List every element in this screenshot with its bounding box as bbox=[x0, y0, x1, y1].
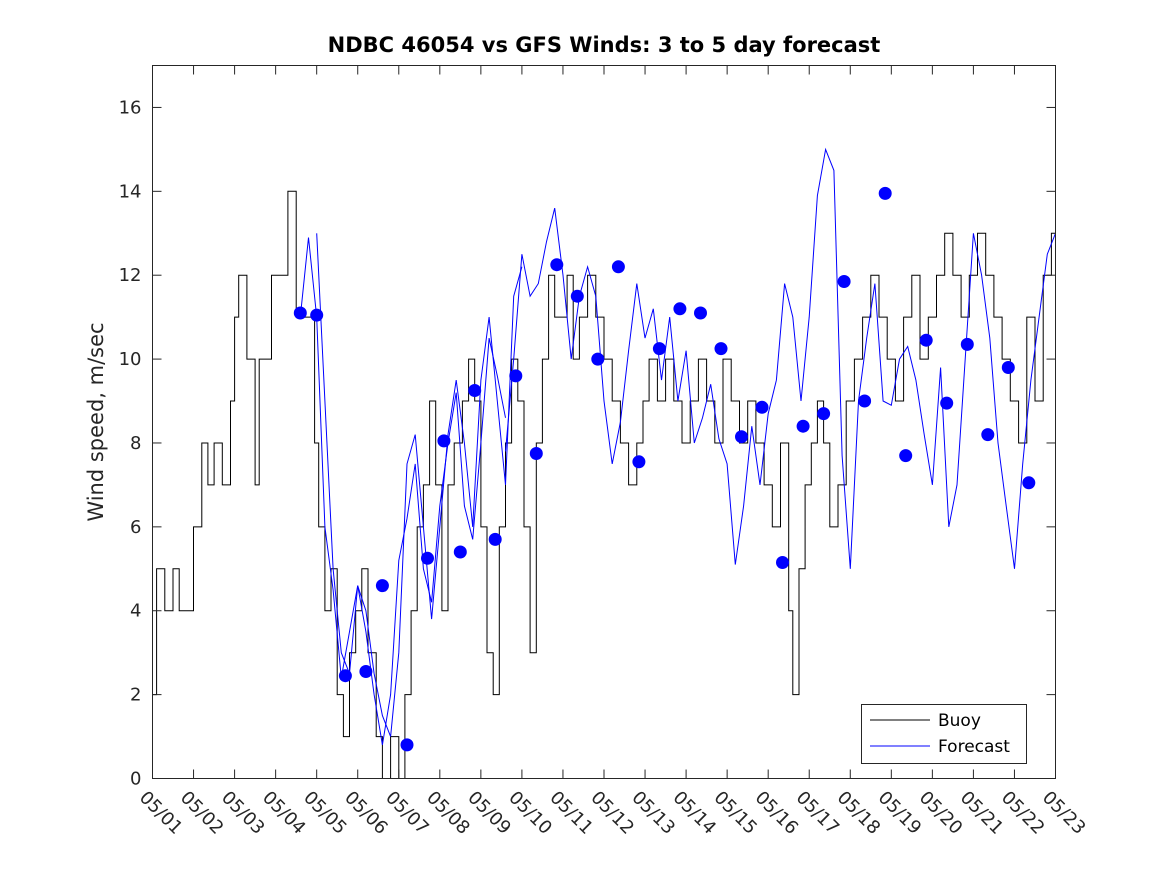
forecast-marker bbox=[550, 258, 564, 272]
forecast-marker bbox=[437, 434, 451, 448]
legend-buoy-label: Buoy bbox=[938, 711, 981, 731]
forecast-marker bbox=[673, 302, 687, 316]
buoy-series-line bbox=[152, 190, 1056, 779]
forecast-marker bbox=[570, 289, 584, 303]
forecast-marker bbox=[400, 738, 414, 752]
forecast-marker bbox=[735, 430, 748, 444]
forecast-marker bbox=[960, 337, 974, 351]
forecast-marker bbox=[694, 306, 707, 320]
y-tick-label: 2 bbox=[130, 685, 141, 706]
forecast-marker bbox=[1022, 476, 1036, 490]
y-tick-label: 0 bbox=[130, 769, 141, 790]
forecast-marker bbox=[652, 342, 666, 356]
forecast-marker bbox=[488, 532, 502, 546]
forecast-run-line-3 bbox=[505, 207, 712, 464]
y-tick-label: 12 bbox=[119, 265, 142, 286]
forecast-marker bbox=[714, 342, 728, 356]
y-tick-label: 4 bbox=[130, 601, 141, 622]
forecast-marker bbox=[817, 407, 831, 421]
forecast-marker bbox=[591, 352, 605, 366]
legend: Buoy Forecast bbox=[861, 704, 1027, 764]
forecast-marker bbox=[858, 394, 872, 408]
plot-area bbox=[152, 147, 1056, 779]
y-tick-label: 10 bbox=[119, 349, 142, 370]
forecast-marker bbox=[899, 449, 913, 463]
forecast-marker bbox=[611, 260, 625, 274]
forecast-marker bbox=[919, 333, 933, 347]
forecast-marker bbox=[1001, 361, 1015, 374]
forecast-marker bbox=[509, 369, 523, 383]
forecast-marker bbox=[310, 308, 324, 322]
y-axis-label: Wind speed, m/sec bbox=[84, 322, 108, 521]
forecast-marker bbox=[755, 400, 769, 414]
forecast-marker bbox=[359, 665, 373, 678]
forecast-run-line-2 bbox=[316, 233, 523, 737]
forecast-run-line-1 bbox=[299, 237, 506, 745]
forecast-marker bbox=[940, 396, 954, 410]
chart-title: NDBC 46054 vs GFS Winds: 3 to 5 day fore… bbox=[328, 33, 881, 57]
y-tick-label: 14 bbox=[119, 181, 142, 202]
forecast-marker bbox=[878, 186, 892, 200]
y-tick-label: 16 bbox=[119, 97, 142, 118]
legend-box bbox=[861, 704, 1027, 764]
forecast-marker bbox=[796, 419, 810, 433]
forecast-run-line-4 bbox=[710, 147, 1056, 569]
forecast-marker bbox=[338, 669, 352, 683]
forecast-marker bbox=[529, 447, 543, 460]
y-tick-label: 6 bbox=[130, 517, 141, 538]
y-tick-label: 8 bbox=[130, 433, 141, 454]
forecast-marker bbox=[453, 545, 467, 559]
forecast-marker bbox=[837, 275, 851, 288]
forecast-marker bbox=[776, 556, 789, 569]
forecast-marker bbox=[981, 428, 995, 442]
forecast-marker bbox=[632, 455, 646, 469]
forecast-marker bbox=[421, 551, 434, 565]
forecast-marker bbox=[375, 579, 389, 593]
forecast-marker bbox=[293, 306, 307, 320]
legend-forecast-label: Forecast bbox=[938, 737, 1010, 757]
forecast-marker bbox=[468, 384, 482, 397]
